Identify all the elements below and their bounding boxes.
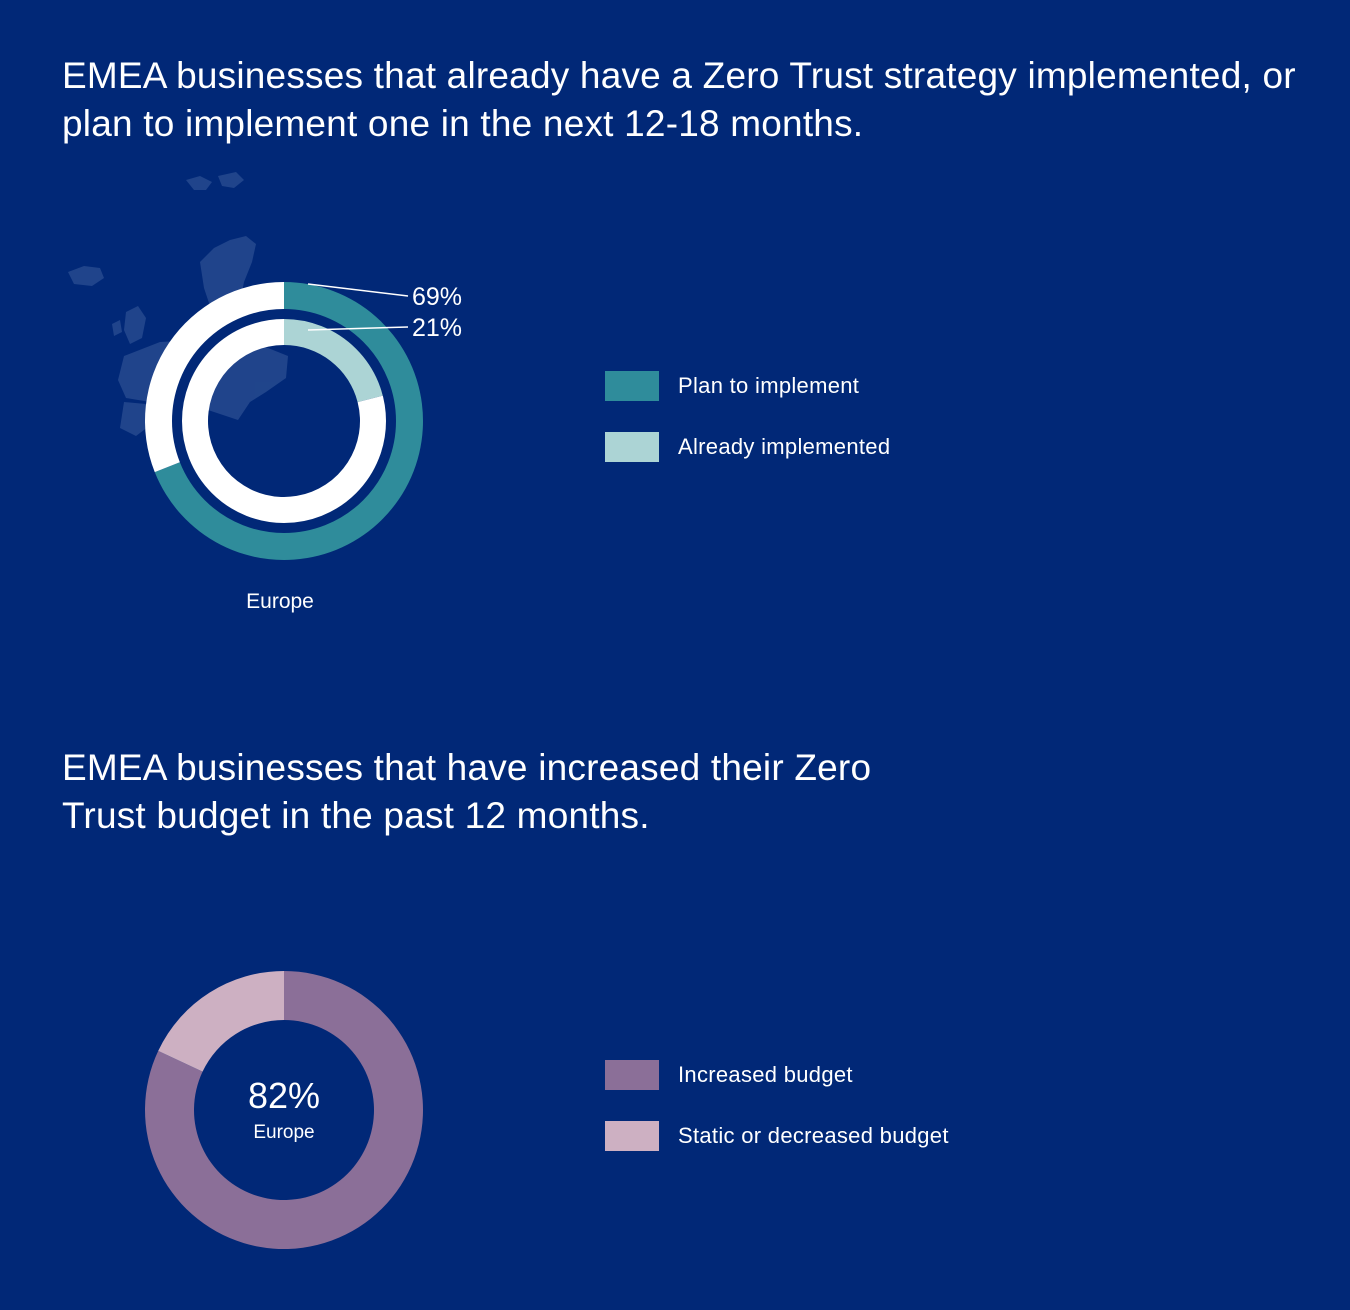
ring-remainder-plan-to-implement	[144, 282, 284, 473]
legend-label-increased: Increased budget	[678, 1062, 853, 1087]
slice-static-or-decreased-budget	[158, 971, 284, 1072]
legend-budget: Increased budget Static or decreased bud…	[605, 1060, 949, 1182]
leader-line-0	[307, 283, 409, 297]
data-label-already: 21%	[412, 314, 462, 342]
legend-label-static: Static or decreased budget	[678, 1123, 949, 1148]
slice-increased-budget	[145, 971, 424, 1249]
chart-title-zero-trust-strategy: EMEA businesses that already have a Zero…	[62, 55, 1296, 144]
legend-swatch-plan	[605, 371, 659, 401]
legend-swatch-already	[605, 432, 659, 462]
legend-label-already: Already implemented	[678, 434, 891, 459]
legend-swatch-static	[605, 1121, 659, 1151]
ring-separator	[172, 309, 396, 533]
center-value: 82%	[248, 1075, 320, 1116]
legend-item-already: Already implemented	[605, 432, 890, 462]
data-label-plan: 69%	[412, 283, 462, 311]
chart-title-zero-trust-budget: EMEA businesses that have increased thei…	[62, 747, 872, 836]
legend-item-plan: Plan to implement	[605, 371, 890, 401]
legend-label-plan: Plan to implement	[678, 373, 860, 398]
legend-item-increased: Increased budget	[605, 1060, 949, 1090]
legend-strategy: Plan to implement Already implemented	[605, 371, 890, 493]
ring-segment-already-implemented	[284, 314, 388, 403]
center-label: Europe	[253, 1122, 314, 1143]
donut-chart: 82% Europe	[145, 971, 424, 1249]
legend-item-static: Static or decreased budget	[605, 1121, 949, 1151]
leader-line-1	[307, 326, 409, 331]
chart-label-europe: Europe	[246, 590, 314, 613]
legend-swatch-increased	[605, 1060, 659, 1090]
double-donut-chart: 69% 21% Europe	[68, 172, 462, 613]
